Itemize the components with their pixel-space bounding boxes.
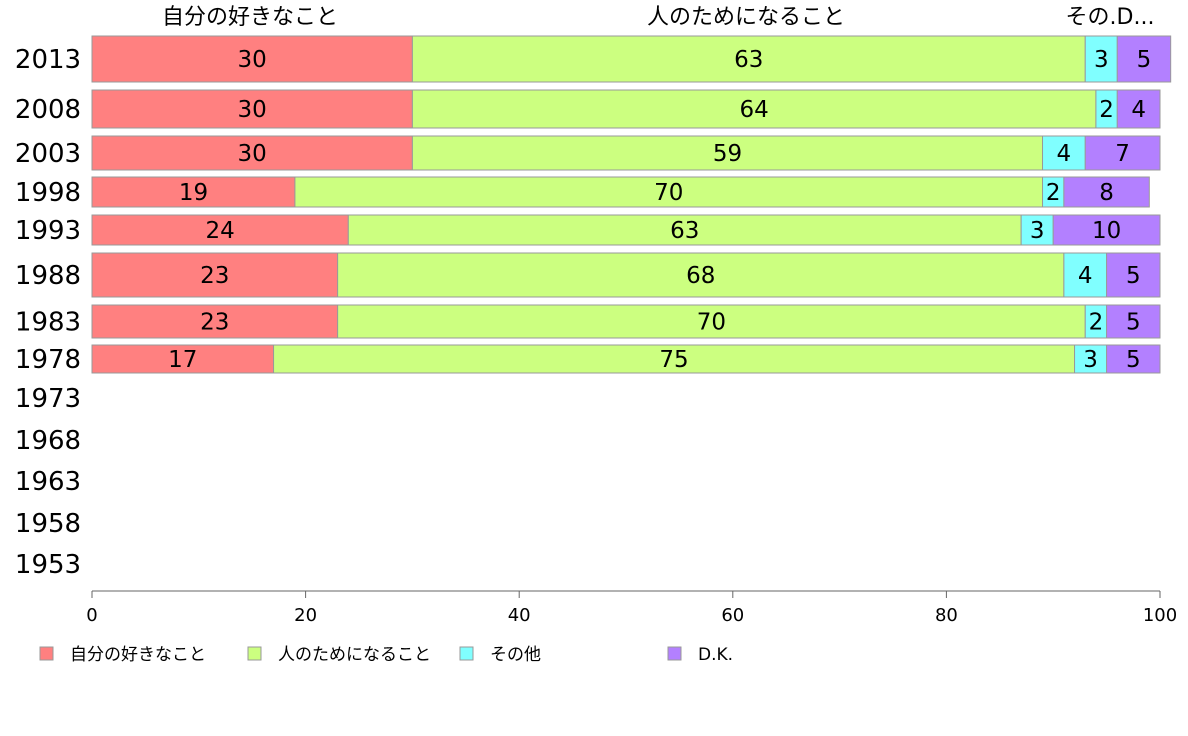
bar-label-2013-series-2: 3	[1094, 47, 1109, 73]
bar-1998-series-0	[91, 176, 296, 208]
bar-label-1978-series-0: 17	[168, 347, 197, 373]
bar-1988-series-2	[1063, 252, 1108, 298]
bar-label-2008-series-1: 64	[740, 97, 769, 123]
y-label-1988: 1988	[15, 261, 81, 291]
bar-label-1998-series-3: 8	[1099, 180, 1114, 206]
y-label-2008: 2008	[15, 95, 81, 125]
bar-label-1993-series-0: 24	[206, 218, 235, 244]
y-label-1953: 1953	[15, 550, 81, 580]
bar-label-1988-series-2: 4	[1078, 263, 1093, 289]
x-tick-label-80: 80	[935, 605, 958, 626]
bar-label-2013-series-1: 63	[734, 47, 763, 73]
bar-2003-series-1	[411, 135, 1044, 171]
bar-label-2003-series-2: 4	[1057, 141, 1072, 167]
legend: 自分の好きなこと 人のためになること その他 D.K.	[39, 645, 733, 665]
bar-1983-series-3	[1106, 304, 1161, 339]
bar-label-1988-series-1: 68	[686, 263, 715, 289]
bar-label-1988-series-3: 5	[1126, 263, 1141, 289]
bar-label-1983-series-0: 23	[200, 310, 229, 336]
bar-1998-series-1	[294, 176, 1044, 208]
legend-swatch-0	[39, 646, 54, 661]
bar-2013-series-1	[411, 35, 1086, 83]
column-headers: 自分の好きなこと 人のためになること その.D...	[162, 5, 1154, 30]
bar-label-2008-series-3: 4	[1131, 97, 1146, 123]
bar-label-2013-series-3: 5	[1137, 47, 1152, 73]
bar-label-1983-series-1: 70	[697, 310, 726, 336]
bar-label-1993-series-1: 63	[670, 218, 699, 244]
bar-1993-series-2	[1020, 214, 1054, 246]
bar-label-1993-series-3: 10	[1092, 218, 1121, 244]
y-label-1978: 1978	[15, 345, 81, 375]
legend-label-0: 自分の好きなこと	[70, 645, 206, 665]
bar-1988-series-3	[1106, 252, 1161, 298]
y-label-1998: 1998	[15, 178, 81, 208]
y-label-1993: 1993	[15, 216, 81, 246]
legend-swatch-3	[667, 646, 682, 661]
bar-label-1983-series-3: 5	[1126, 310, 1141, 336]
legend-label-2: その他	[490, 645, 541, 665]
x-tick-label-0: 0	[86, 605, 97, 626]
x-tick-label-20: 20	[294, 605, 317, 626]
bar-label-1998-series-0: 19	[179, 180, 208, 206]
legend-label-1: 人のためになること	[278, 645, 431, 665]
bar-1983-series-0	[91, 304, 339, 339]
bar-label-1988-series-0: 23	[200, 263, 229, 289]
bar-2003-series-2	[1042, 135, 1086, 171]
y-label-1983: 1983	[15, 308, 81, 338]
y-label-1973: 1973	[15, 384, 81, 414]
bar-label-1978-series-2: 3	[1083, 347, 1098, 373]
x-tick-label-60: 60	[721, 605, 744, 626]
bar-2008-series-1	[411, 89, 1097, 129]
y-label-1958: 1958	[15, 509, 81, 539]
legend-label-3: D.K.	[698, 645, 733, 665]
column-header-2: その.D...	[1066, 5, 1155, 30]
bar-label-2008-series-0: 30	[238, 97, 267, 123]
y-axis-labels: 2013 2008 2003 1998 1993 1988 1983 1978 1973 1968…	[15, 45, 81, 580]
bar-label-1998-series-1: 70	[654, 180, 683, 206]
bar-label-2008-series-2: 2	[1099, 97, 1114, 123]
bar-2013-series-2	[1084, 35, 1118, 83]
bar-label-2003-series-0: 30	[238, 141, 267, 167]
bar-1978-series-1	[273, 344, 1076, 374]
x-tick-label-100: 100	[1143, 605, 1177, 626]
bar-1978-series-3	[1106, 344, 1161, 374]
bar-1983-series-1	[337, 304, 1086, 339]
legend-swatch-1	[247, 646, 262, 661]
column-header-1: 人のためになること	[647, 5, 845, 30]
x-axis: 0 20 40 60 80 100	[86, 590, 1177, 626]
bar-label-2003-series-3: 7	[1115, 141, 1130, 167]
bar-2013-series-3	[1116, 35, 1172, 83]
bar-2008-series-0	[91, 89, 413, 129]
y-label-2013: 2013	[15, 45, 81, 75]
bar-label-1993-series-2: 3	[1030, 218, 1045, 244]
legend-swatch-2	[459, 646, 474, 661]
bar-2003-series-3	[1084, 135, 1161, 171]
bar-1993-series-3	[1052, 214, 1161, 246]
bar-1978-series-0	[91, 344, 275, 374]
y-label-2003: 2003	[15, 139, 81, 169]
y-label-1963: 1963	[15, 467, 81, 497]
bar-label-1978-series-1: 75	[659, 347, 688, 373]
column-header-0: 自分の好きなこと	[162, 5, 338, 30]
bar-label-2013-series-0: 30	[238, 47, 267, 73]
bar-1998-series-3	[1063, 176, 1150, 208]
bar-label-1978-series-3: 5	[1126, 347, 1141, 373]
bar-2008-series-3	[1116, 89, 1161, 129]
bar-2013-series-0	[91, 35, 413, 83]
bar-label-1983-series-2: 2	[1089, 310, 1104, 336]
y-label-1968: 1968	[15, 426, 81, 456]
bar-2003-series-0	[91, 135, 413, 171]
bar-label-1998-series-2: 2	[1046, 180, 1061, 206]
bar-label-2003-series-1: 59	[713, 141, 742, 167]
x-tick-label-40: 40	[508, 605, 531, 626]
